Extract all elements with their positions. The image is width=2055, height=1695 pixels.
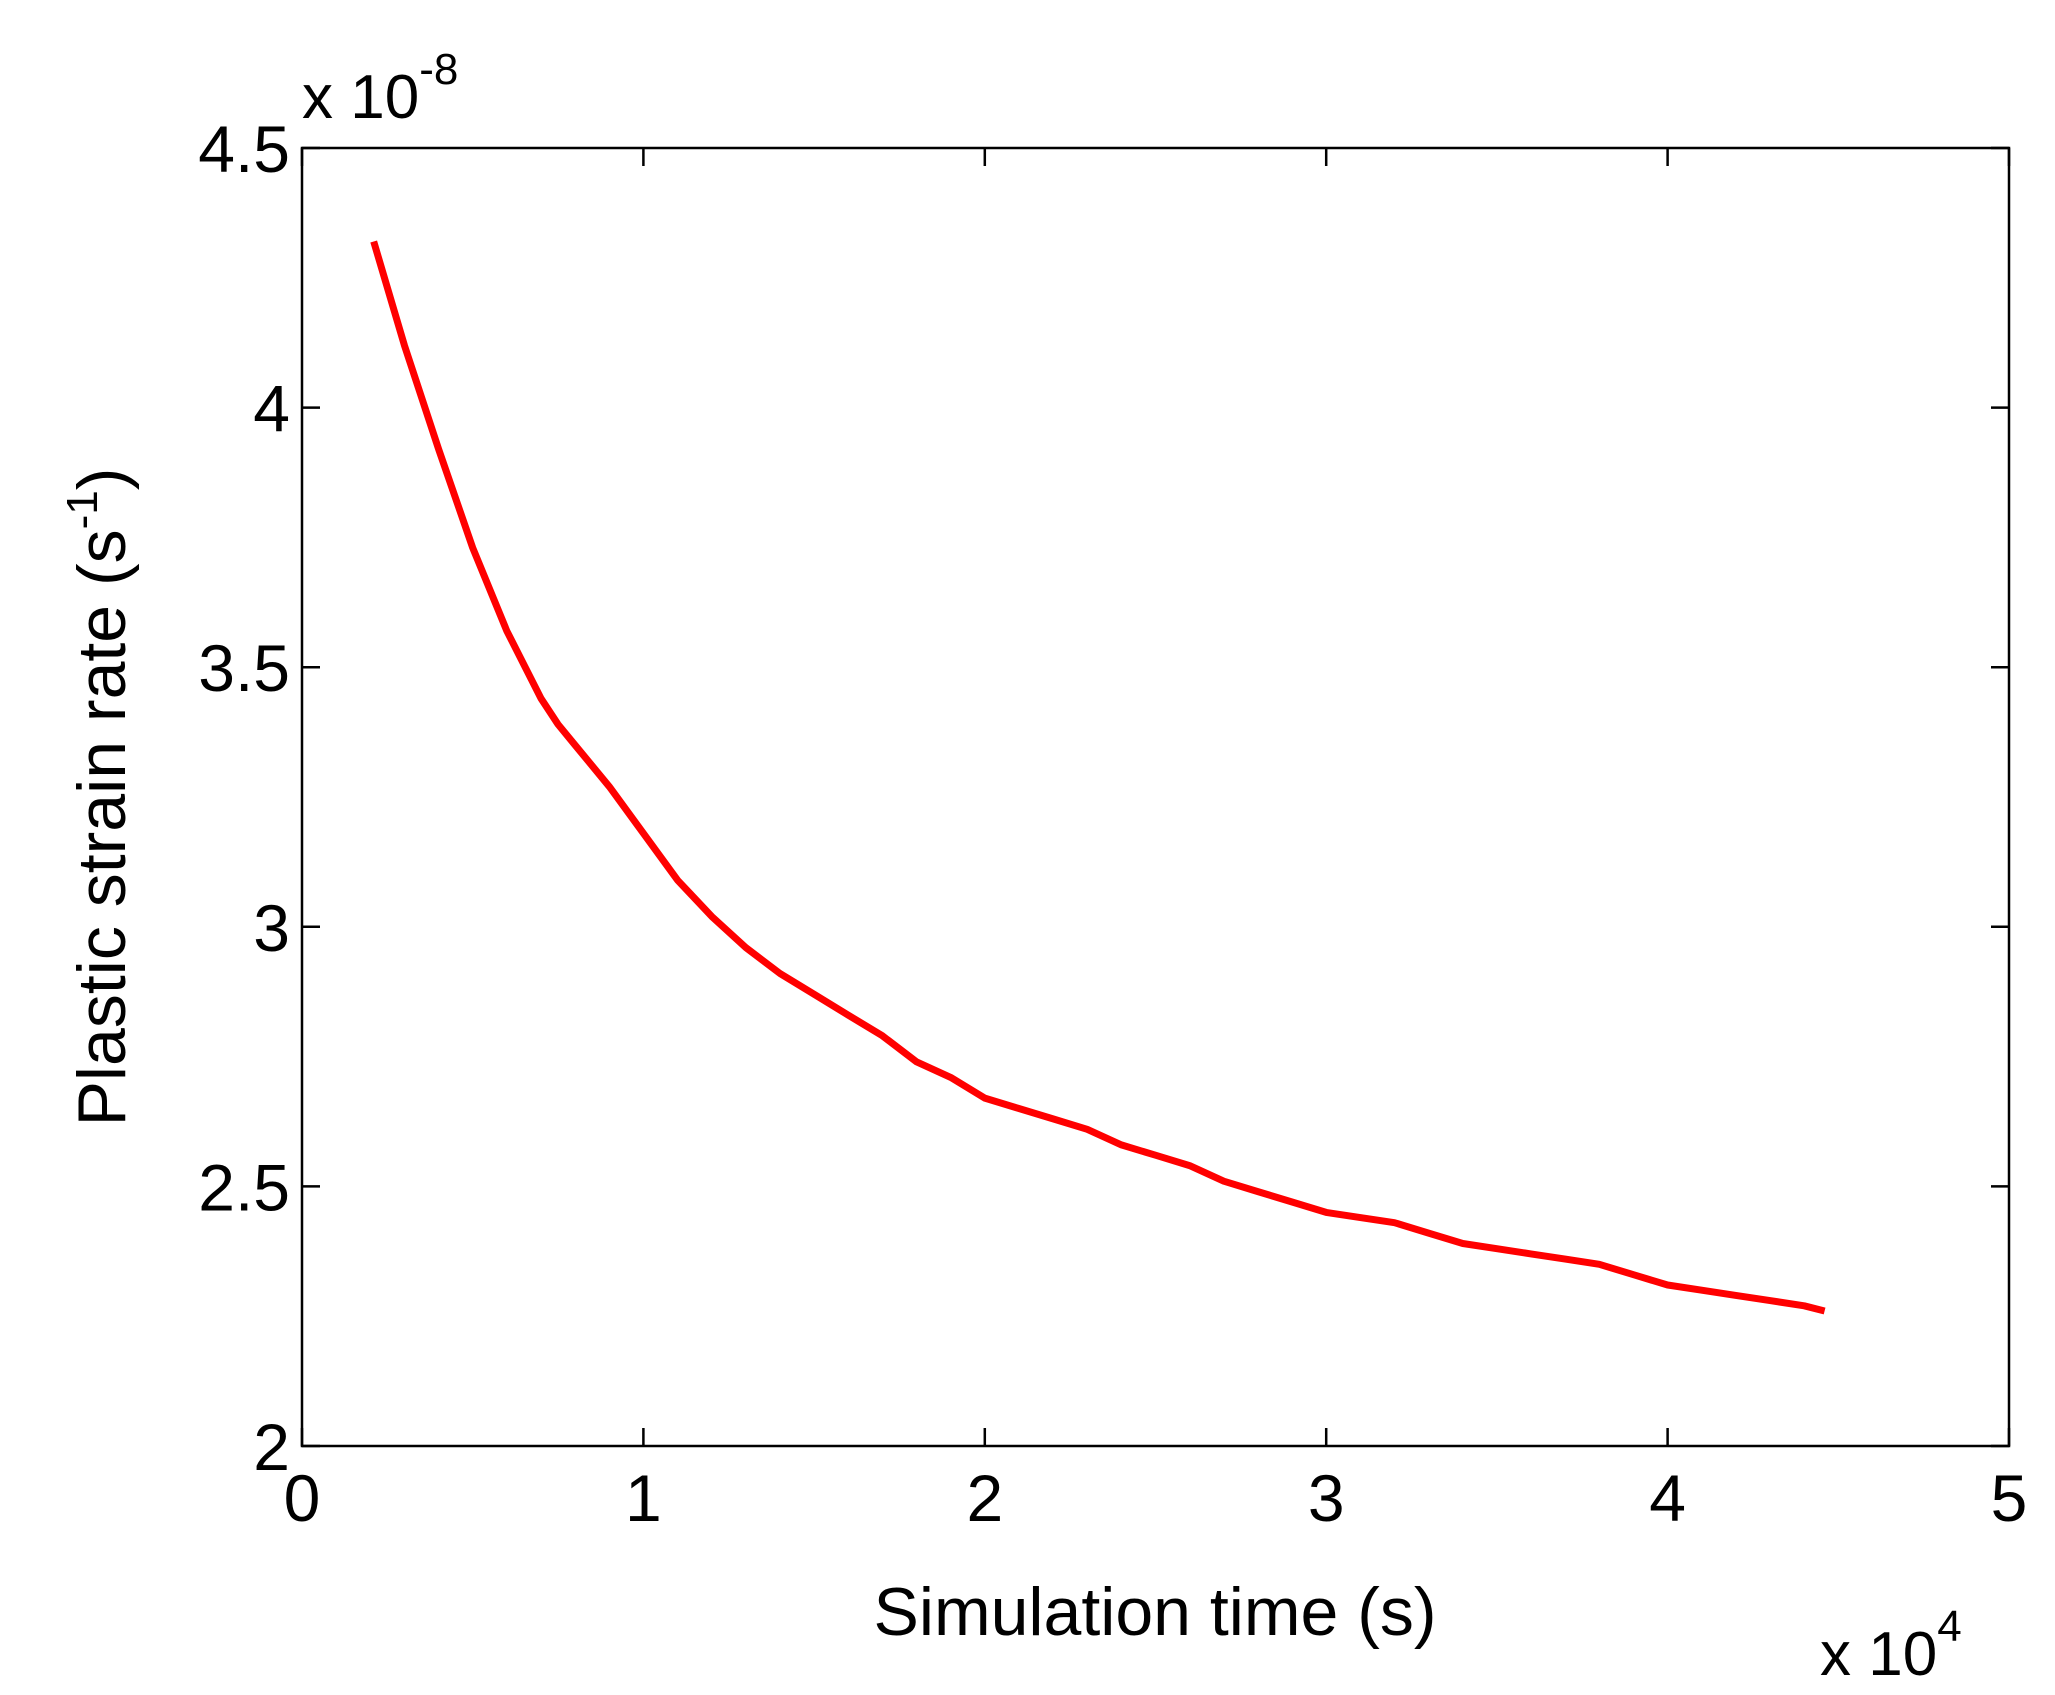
y-tick-label: 4 bbox=[253, 372, 290, 446]
y-tick-label: 4.5 bbox=[198, 112, 290, 186]
x-multiplier-base: x 10 bbox=[1820, 1620, 1937, 1689]
plot-frame bbox=[300, 146, 2011, 1448]
series-line-0 bbox=[370, 240, 1826, 1315]
y-axis-title-superscript: -1 bbox=[58, 490, 107, 529]
x-tick-label: 5 bbox=[1991, 1461, 2028, 1535]
x-tick-label: 0 bbox=[284, 1461, 321, 1535]
x-tick-label: 2 bbox=[966, 1461, 1003, 1535]
x-tick-label: 4 bbox=[1649, 1461, 1686, 1535]
y-tick-label: 3.5 bbox=[198, 631, 290, 705]
x-tick-label: 3 bbox=[1308, 1461, 1345, 1535]
x-axis-title: Simulation time (s) bbox=[873, 1574, 1436, 1650]
y-axis-title-main: Plastic strain rate (s bbox=[64, 529, 140, 1126]
y-tick-label: 3 bbox=[253, 891, 290, 965]
y-axis-title: Plastic strain rate (s-1) bbox=[58, 468, 140, 1127]
y-axis-multiplier: x 10-8 bbox=[302, 45, 458, 132]
y-multiplier-exponent: -8 bbox=[419, 45, 458, 94]
y-tick-label: 2.5 bbox=[198, 1150, 290, 1224]
x-axis-multiplier: x 104 bbox=[1820, 1602, 1962, 1689]
labels-layer: 0 1 2 3 4 5 2 2.5 3 3.5 4 4.5 bbox=[198, 112, 2027, 1535]
series-layer bbox=[370, 240, 1826, 1315]
x-tick-label: 1 bbox=[625, 1461, 662, 1535]
y-axis-title-suffix: ) bbox=[64, 468, 140, 491]
x-multiplier-exponent: 4 bbox=[1937, 1602, 1961, 1651]
y-tick-label: 2 bbox=[253, 1410, 290, 1484]
y-multiplier-base: x 10 bbox=[302, 63, 419, 132]
